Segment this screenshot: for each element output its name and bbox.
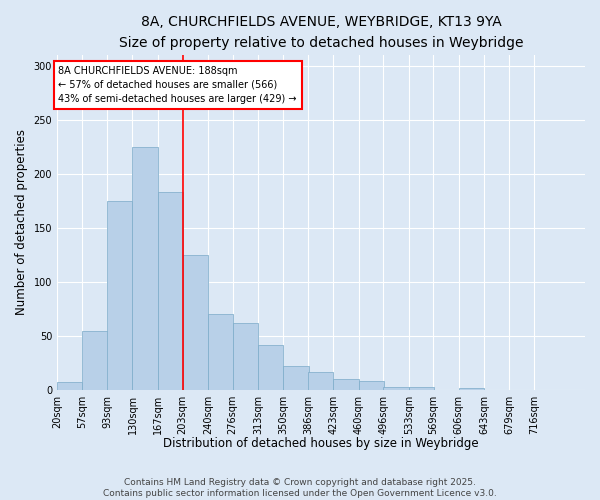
Bar — [409, 386, 434, 390]
X-axis label: Distribution of detached houses by size in Weybridge: Distribution of detached houses by size … — [163, 437, 479, 450]
Bar — [82, 330, 108, 390]
Title: 8A, CHURCHFIELDS AVENUE, WEYBRIDGE, KT13 9YA
Size of property relative to detach: 8A, CHURCHFIELDS AVENUE, WEYBRIDGE, KT13… — [119, 15, 523, 50]
Bar — [283, 366, 308, 390]
Bar — [459, 388, 484, 390]
Bar — [182, 255, 208, 390]
Bar — [258, 344, 283, 390]
Bar — [359, 382, 384, 390]
Bar — [133, 147, 158, 390]
Bar — [57, 382, 82, 390]
Bar — [233, 323, 258, 390]
Bar — [158, 192, 183, 390]
Bar — [334, 379, 359, 390]
Bar — [208, 314, 233, 390]
Bar — [107, 201, 133, 390]
Bar — [383, 386, 409, 390]
Text: 8A CHURCHFIELDS AVENUE: 188sqm
← 57% of detached houses are smaller (566)
43% of: 8A CHURCHFIELDS AVENUE: 188sqm ← 57% of … — [58, 66, 297, 104]
Text: Contains HM Land Registry data © Crown copyright and database right 2025.
Contai: Contains HM Land Registry data © Crown c… — [103, 478, 497, 498]
Bar — [308, 372, 334, 390]
Y-axis label: Number of detached properties: Number of detached properties — [15, 130, 28, 316]
